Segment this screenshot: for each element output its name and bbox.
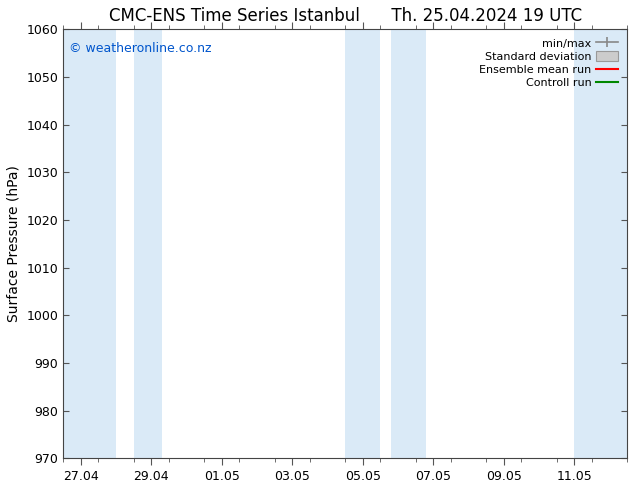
Text: © weatheronline.co.nz: © weatheronline.co.nz (69, 42, 211, 55)
Bar (391, 29, 426, 458)
Legend: min/max, Standard deviation, Ensemble mean run, Controll run: min/max, Standard deviation, Ensemble me… (476, 35, 621, 92)
Bar (345, 29, 380, 458)
Bar (134, 29, 162, 458)
Bar (63, 29, 116, 458)
Title: CMC-ENS Time Series Istanbul      Th. 25.04.2024 19 UTC: CMC-ENS Time Series Istanbul Th. 25.04.2… (108, 7, 582, 25)
Y-axis label: Surface Pressure (hPa): Surface Pressure (hPa) (7, 165, 21, 322)
Bar (574, 29, 627, 458)
